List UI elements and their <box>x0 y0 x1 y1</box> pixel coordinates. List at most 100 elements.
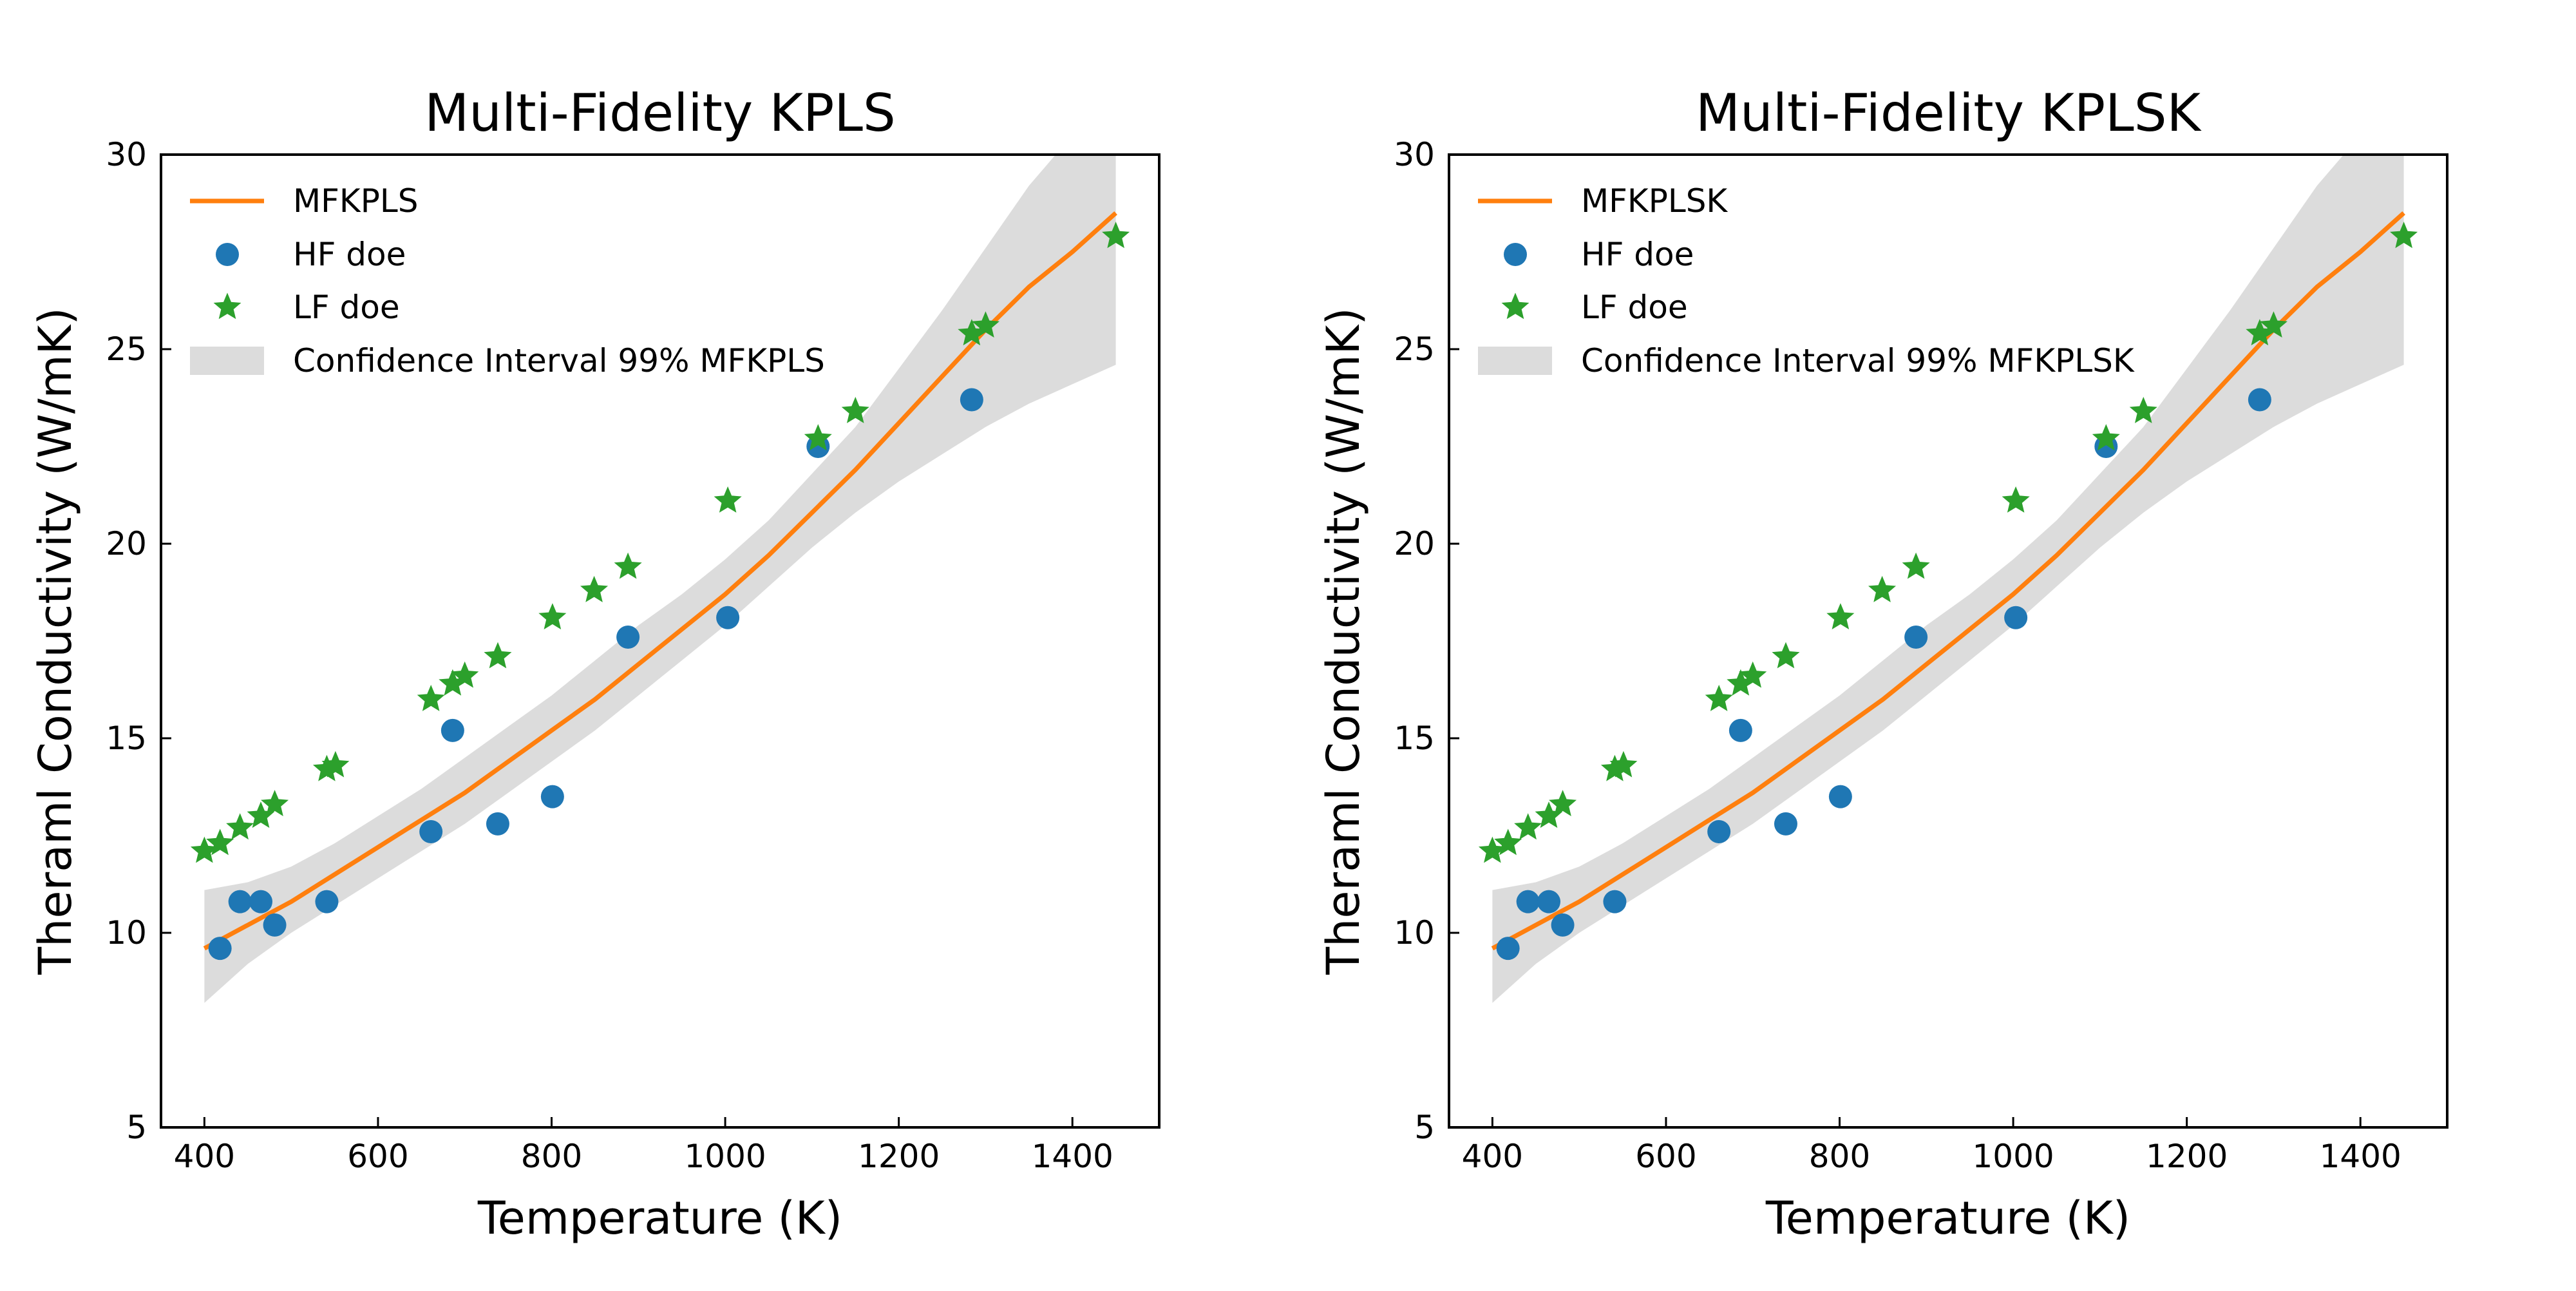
y-tick-label: 30 <box>106 136 147 173</box>
lf-point <box>1739 661 1767 688</box>
lf-point <box>2092 424 2120 451</box>
hf-point <box>315 890 339 913</box>
legend-label: LF doe <box>1581 289 1688 326</box>
lf-point <box>1705 685 1733 711</box>
hf-point <box>1774 812 1797 836</box>
legend-band-swatch <box>190 347 264 375</box>
legend-band-swatch <box>1478 347 1552 375</box>
y-axis-label: Theraml Conductivity (W/mK) <box>1317 307 1370 975</box>
legend-label: MFKPLSK <box>1581 182 1728 220</box>
hf-point <box>716 606 740 629</box>
legend-label: MFKPLS <box>293 182 418 220</box>
y-tick-label: 20 <box>106 525 147 562</box>
legend-label: HF doe <box>293 236 406 273</box>
x-tick-label: 600 <box>347 1138 408 1175</box>
lf-point <box>2002 486 2030 513</box>
lf-point <box>1609 751 1638 778</box>
lf-point <box>1868 575 1897 602</box>
lf-point <box>714 486 742 513</box>
lf-point <box>1902 552 1930 579</box>
lf-point <box>484 642 512 669</box>
hf-point <box>616 625 640 649</box>
hf-point <box>960 388 983 412</box>
lf-point <box>1549 790 1577 817</box>
y-axis-label: Theraml Conductivity (W/mK) <box>29 307 82 975</box>
hf-point <box>228 890 252 913</box>
x-tick-label: 1200 <box>2146 1138 2228 1175</box>
lf-point <box>1102 222 1130 249</box>
lf-point <box>261 790 289 817</box>
hf-point <box>1551 913 1575 937</box>
lf-point <box>804 424 832 451</box>
y-tick-label: 20 <box>1394 525 1435 562</box>
lf-point <box>1826 603 1855 629</box>
legend-circle-swatch <box>1504 243 1527 266</box>
hf-point <box>1728 718 1752 742</box>
lf-point <box>841 396 869 423</box>
hf-point <box>1828 785 1852 808</box>
lf-point <box>417 685 445 711</box>
legend: MFKPLSK HF doe LF doe Confidence Interval 9… <box>1478 182 2135 379</box>
y-tick-label: 15 <box>106 720 147 757</box>
y-tick-label: 15 <box>1394 720 1435 757</box>
x-tick-label: 800 <box>1809 1138 1870 1175</box>
lf-point <box>206 828 234 856</box>
confidence-band <box>204 155 1116 1003</box>
hf-point <box>1537 890 1560 913</box>
legend-star-swatch <box>213 292 242 320</box>
hf-point <box>263 913 287 937</box>
hf-point <box>1516 890 1540 913</box>
hf-point <box>2004 606 2028 629</box>
legend-label: LF doe <box>293 289 400 326</box>
lf-point <box>226 813 254 840</box>
plot-area <box>1478 155 2418 1003</box>
hf-point <box>540 785 564 808</box>
x-axis-label: Temperature (K) <box>477 1192 842 1245</box>
y-tick-label: 5 <box>126 1109 147 1146</box>
x-tick-label: 600 <box>1635 1138 1696 1175</box>
plot-area <box>190 155 1130 1003</box>
x-tick-label: 1400 <box>1032 1138 1113 1175</box>
hf-point <box>208 937 232 961</box>
lf-point <box>2390 222 2418 249</box>
hf-point <box>1496 937 1520 961</box>
confidence-band <box>1492 155 2404 1003</box>
legend-label: HF doe <box>1581 236 1694 273</box>
hf-point <box>486 812 509 836</box>
hf-point <box>1904 625 1928 649</box>
chart-panel-1: 400 600 800 1000 1200 1400 5 10 15 20 25 30 Multi-Fi… <box>29 83 1160 1245</box>
x-tick-label: 1000 <box>1972 1138 2054 1175</box>
legend: MFKPLS HF doe LF doe Confidence Interval 99… <box>190 182 825 379</box>
y-tick-label: 30 <box>1394 136 1435 173</box>
lf-point <box>971 311 999 338</box>
axes-frame <box>160 153 1160 1129</box>
legend-star-swatch <box>1501 292 1530 320</box>
chart-title: Multi-Fidelity KPLSK <box>1696 83 2202 143</box>
lf-point <box>2259 311 2287 338</box>
legend-label: Confidence Interval 99% MFKPLS <box>293 342 825 379</box>
chart-title: Multi-Fidelity KPLS <box>424 83 895 143</box>
y-tick-label: 10 <box>106 914 147 952</box>
lf-point <box>580 575 609 602</box>
y-tick-label: 10 <box>1394 914 1435 952</box>
lf-point <box>2129 396 2157 423</box>
y-tick-label: 25 <box>1394 330 1435 368</box>
axes-frame <box>1448 153 2448 1129</box>
x-tick-label: 1400 <box>2320 1138 2401 1175</box>
legend-label: Confidence Interval 99% MFKPLSK <box>1581 342 2135 379</box>
x-tick-label: 1200 <box>858 1138 940 1175</box>
hf-point <box>1707 819 1731 843</box>
hf-point <box>1603 890 1627 913</box>
hf-point <box>419 819 443 843</box>
lf-point <box>1514 813 1542 840</box>
lf-point <box>1772 642 1800 669</box>
hf-point <box>440 718 464 742</box>
hf-point <box>249 890 272 913</box>
legend-circle-swatch <box>216 243 239 266</box>
prediction-line <box>203 211 1117 951</box>
y-tick-label: 25 <box>106 330 147 368</box>
lf-point <box>451 661 479 688</box>
chart-panel-2: 400 600 800 1000 1200 1400 5 10 15 20 25 30 Multi-Fi… <box>1317 83 2448 1245</box>
